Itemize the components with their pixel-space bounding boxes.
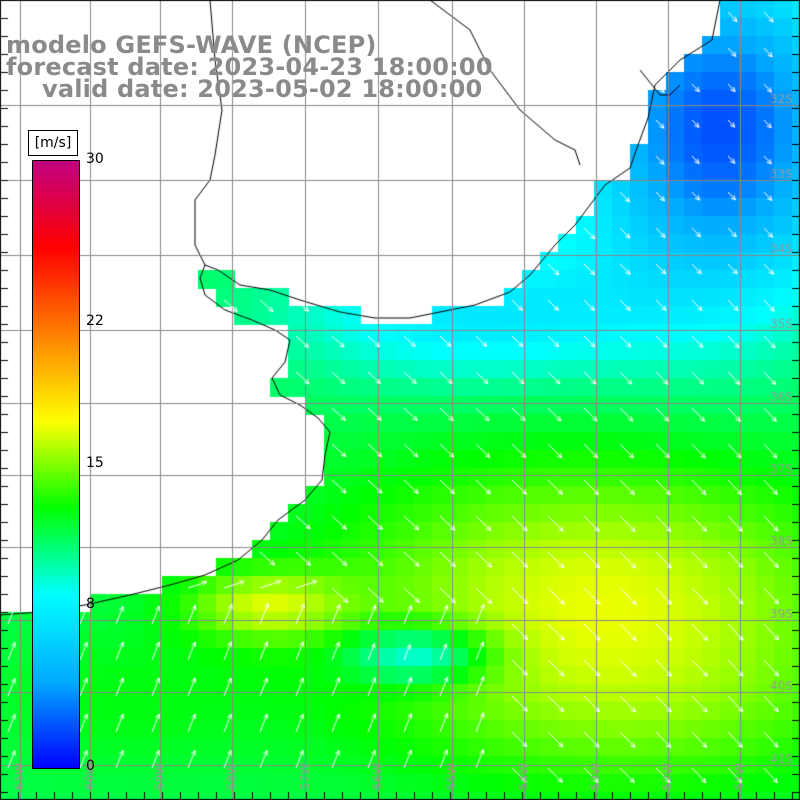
valid-date: valid date: 2023-05-02 18:00:00 <box>42 75 483 103</box>
colorbar-tick-label: 8 <box>86 596 95 613</box>
colorbar-tick-label: 15 <box>86 454 104 471</box>
colorbar-tick-label: 22 <box>86 312 104 329</box>
colorbar-tick-label: 30 <box>86 151 104 167</box>
colorbar <box>32 160 80 769</box>
forecast-date: forecast date: 2023-04-23 18:00:00 <box>6 53 493 81</box>
colorbar-unit: [m/s] <box>28 130 78 156</box>
colorbar-tick-label: 0 <box>86 758 95 774</box>
model-title: modelo GEFS-WAVE (NCEP) <box>6 31 377 59</box>
